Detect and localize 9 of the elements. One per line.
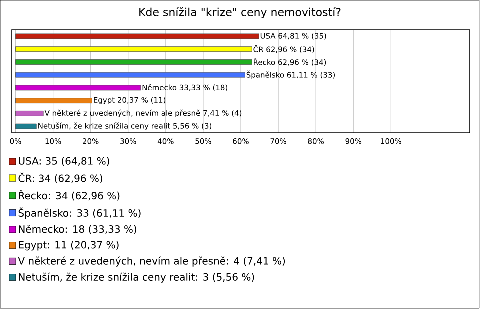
legend-label: V některé z uvedených, nevím ale přesně: 4 (7,41 %) bbox=[18, 256, 286, 267]
legend-label: Řecko: 34 (62,96 %) bbox=[19, 190, 120, 201]
legend-label: ČR: 34 (62,96 %) bbox=[18, 172, 103, 184]
legend-label: Německo: 18 (33,33 %) bbox=[19, 224, 137, 234]
chart-title: Kde snížila "krize" ceny nemovitostí? bbox=[140, 7, 341, 19]
legend-label: USA: 35 (64,81 %) bbox=[19, 157, 110, 166]
legend-label: Netuším, že krize snížila ceny realit: 3 (5,56 %) bbox=[19, 272, 254, 283]
legend-label: Egypt: 11 (20,37 %) bbox=[19, 241, 119, 251]
legend-label: Španělsko: 33 (61,11 %) bbox=[18, 208, 141, 219]
